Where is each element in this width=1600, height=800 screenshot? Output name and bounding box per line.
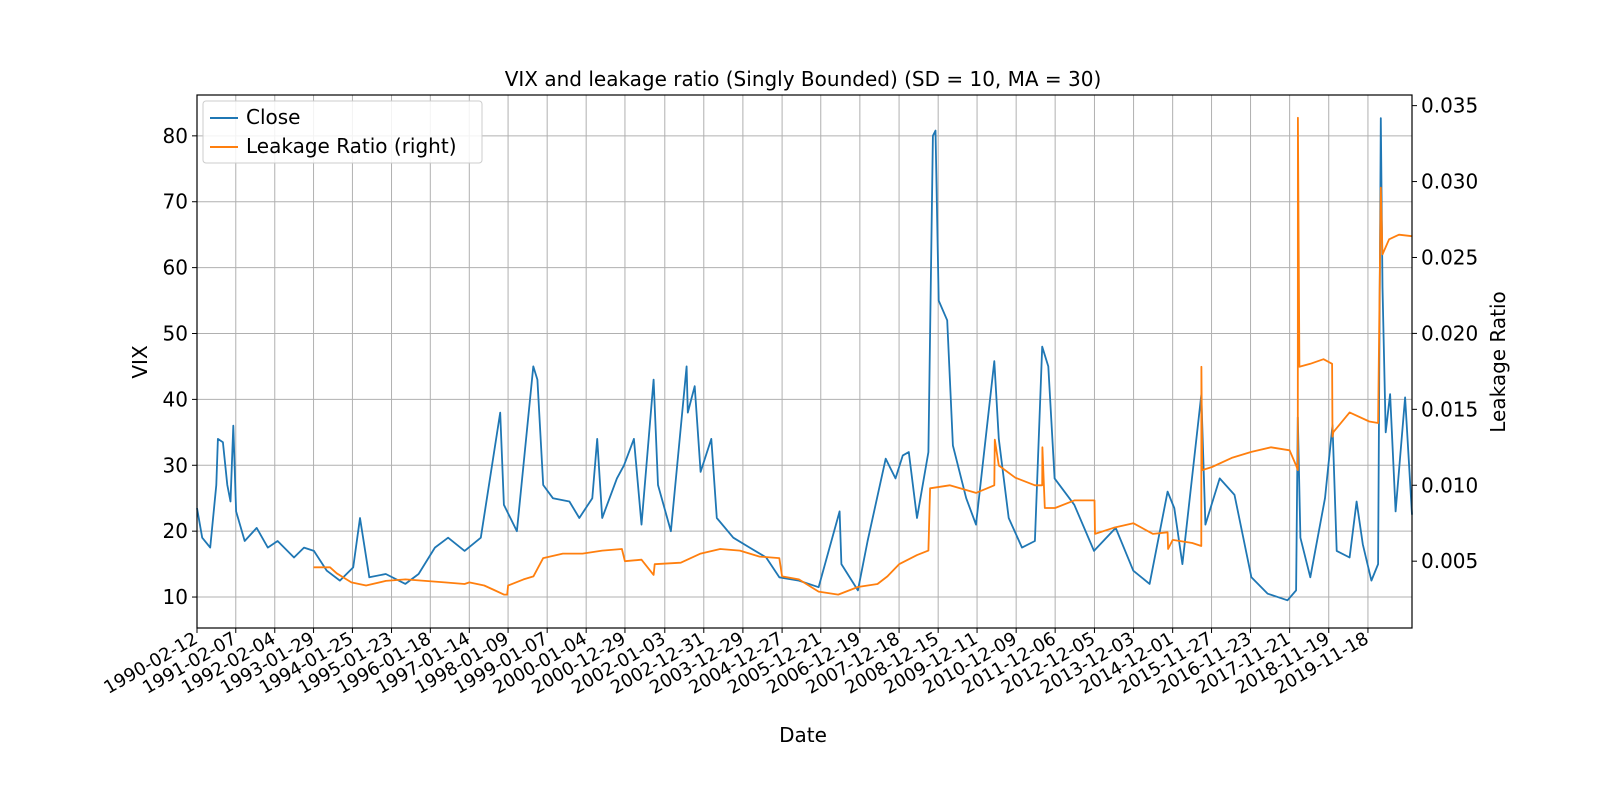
grid-lines (196, 95, 1412, 628)
x-axis-label: Date (779, 723, 827, 747)
y-tick-label-left: 70 (163, 190, 188, 214)
y-tick-label-left: 50 (163, 321, 188, 345)
series-line-leakage (313, 116, 1413, 596)
y-tick-label-left: 30 (163, 453, 188, 477)
series-line-close (196, 117, 1413, 602)
x-axis-ticks: 1990-02-121991-02-071992-02-041993-01-29… (100, 628, 1372, 699)
plot-frame (196, 94, 1413, 629)
y-tick-label-right: 0.035 (1421, 94, 1478, 118)
y-tick-label-left: 20 (163, 519, 188, 543)
y-tick-label-left: 80 (163, 124, 188, 148)
series-layer (196, 116, 1413, 602)
y-tick-label-right: 0.005 (1421, 549, 1478, 573)
legend-label-leakage: Leakage Ratio (right) (246, 134, 457, 158)
y-axis-label-right: Leakage Ratio (1486, 291, 1510, 433)
legend: Close Leakage Ratio (right) (202, 100, 483, 164)
y-axis-label-left: VIX (128, 345, 152, 379)
chart-title: VIX and leakage ratio (Singly Bounded) (… (505, 67, 1102, 91)
y-tick-label-right: 0.020 (1421, 321, 1478, 345)
y-tick-label-left: 40 (163, 387, 188, 411)
y-axis-left-ticks: 10 20 30 40 50 60 70 80 (163, 124, 197, 609)
y-tick-label-right: 0.025 (1421, 245, 1478, 269)
y-axis-right-ticks: 0.005 0.010 0.015 0.020 0.025 0.030 0.035 (1412, 94, 1478, 573)
y-tick-label-right: 0.010 (1421, 473, 1478, 497)
legend-label-close: Close (246, 105, 300, 129)
y-tick-label-left: 10 (163, 585, 188, 609)
y-tick-label-left: 60 (163, 256, 188, 280)
legend-box (202, 100, 483, 164)
y-tick-label-right: 0.015 (1421, 397, 1478, 421)
y-tick-label-right: 0.030 (1421, 170, 1478, 194)
